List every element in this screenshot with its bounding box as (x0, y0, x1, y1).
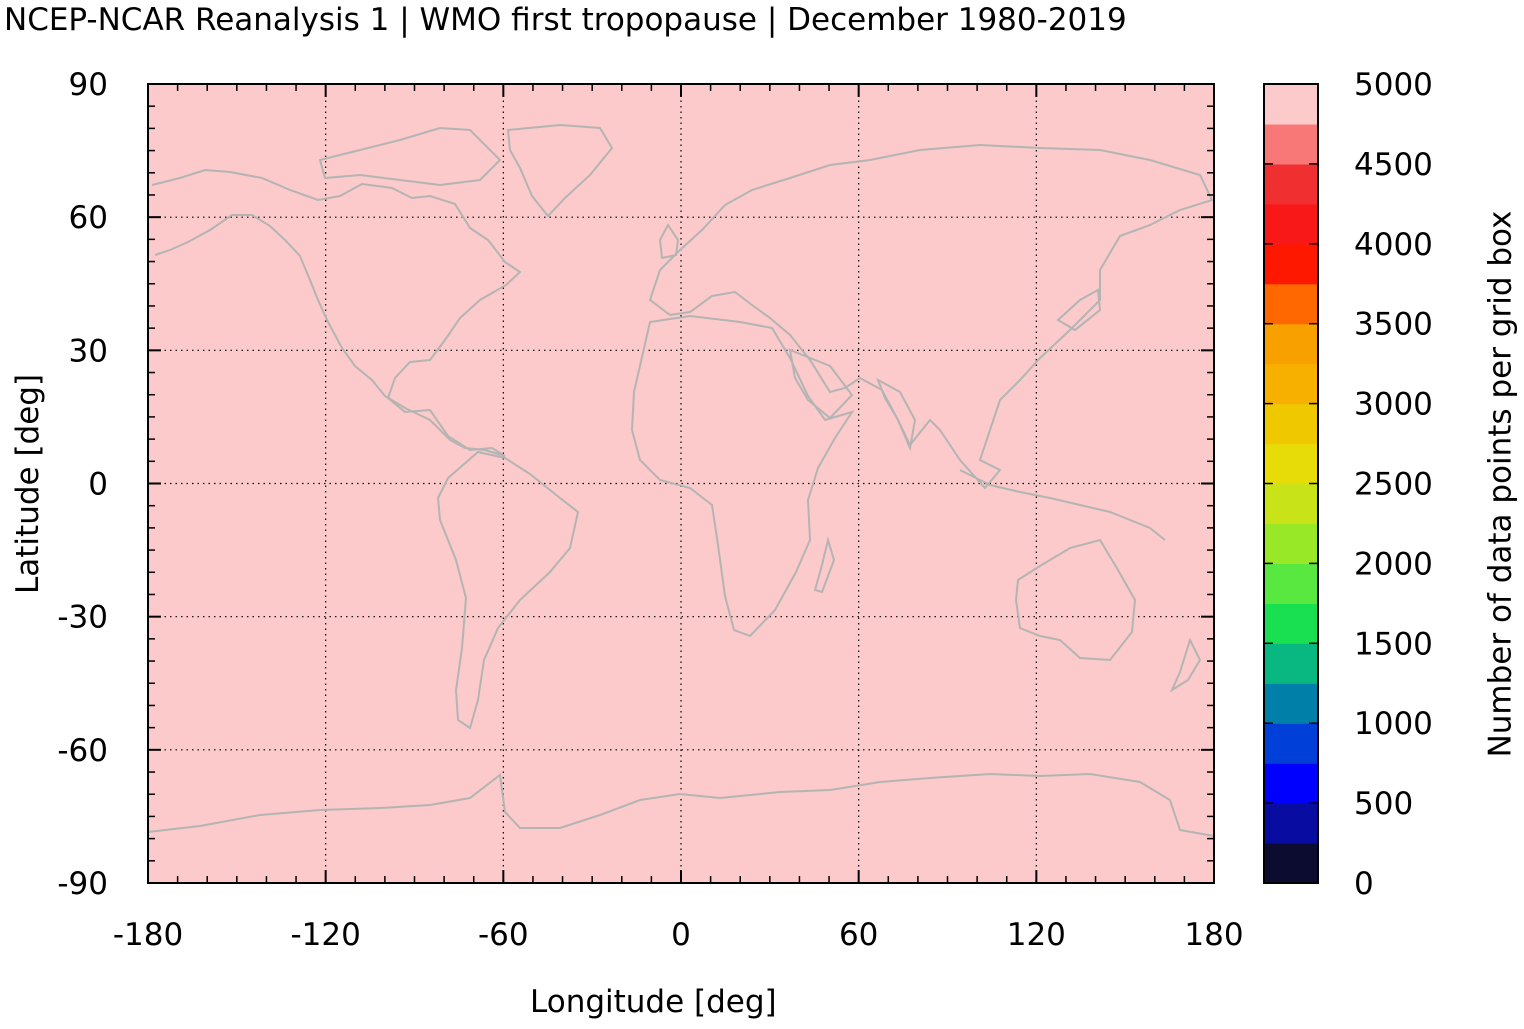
colorbar-tick-label: 3000 (1354, 387, 1433, 423)
x-tick-label: 180 (1184, 917, 1243, 953)
colorbar-tick-label: 1000 (1354, 706, 1433, 742)
coast-japan (1056, 288, 1102, 332)
colorbar-segment (1264, 243, 1318, 285)
colorbar-segment (1264, 523, 1318, 564)
coast-greenland (506, 123, 614, 218)
coastlines (147, 123, 1215, 837)
axis-tick-labels: -180 -120 -60 0 60 120 180 90 60 30 0 -30 -60 -90 (57, 67, 1243, 953)
colorbar-tick-label: 500 (1354, 786, 1413, 822)
y-tick-label: 0 (88, 467, 108, 503)
colorbar-segment (1264, 283, 1318, 325)
colorbar-segment (1264, 363, 1318, 405)
coast-eurasia (648, 143, 1214, 490)
x-tick-label: -180 (113, 917, 183, 953)
coast-india (876, 377, 917, 452)
y-tick-label: 60 (69, 200, 108, 236)
axis-ticks (147, 83, 1215, 884)
colorbar-segment (1264, 843, 1318, 884)
y-tick-label: -60 (57, 733, 108, 769)
colorbar-segment (1264, 723, 1318, 764)
colorbar-segment (1264, 163, 1318, 205)
colorbar-segment (1264, 84, 1318, 125)
coast-british-isles (658, 223, 680, 260)
gridlines (148, 84, 1214, 883)
coast-antarctica (147, 772, 1215, 837)
colorbar-tick-label: 4500 (1354, 147, 1433, 183)
coast-arabia (788, 348, 854, 420)
colorbar-segment (1264, 563, 1318, 604)
chart-title: NCEP-NCAR Reanalysis 1 | WMO first tropo… (4, 2, 1127, 38)
y-tick-label: 90 (69, 67, 108, 103)
colorbar-tick-label: 2000 (1354, 546, 1433, 582)
coast-australia (1014, 538, 1137, 662)
x-tick-label: 60 (839, 917, 878, 953)
colorbar-tick-label: 4000 (1354, 227, 1433, 263)
colorbar-tick-label: 0 (1354, 866, 1374, 902)
colorbar-tick-label: 2500 (1354, 467, 1433, 503)
x-axis-label: Longitude [deg] (530, 984, 777, 1020)
colorbar-segment (1264, 643, 1318, 684)
colorbar-segment (1264, 683, 1318, 724)
colorbar-segment (1264, 323, 1318, 365)
colorbar-tick-label: 1500 (1354, 626, 1433, 662)
coast-arctic-islands (318, 126, 502, 187)
colorbar-segment (1264, 403, 1318, 445)
x-tick-label: 0 (671, 917, 691, 953)
y-axis-label: Latitude [deg] (10, 373, 46, 594)
colorbar-segment (1264, 763, 1318, 804)
colorbar-tick-label: 5000 (1354, 67, 1433, 103)
x-tick-label: -120 (290, 917, 360, 953)
colorbar-segment (1264, 123, 1318, 165)
coast-southeast-asia (959, 469, 1166, 541)
y-tick-label: -30 (57, 600, 108, 636)
coast-new-zealand (1169, 637, 1202, 693)
coast-north-america (151, 168, 522, 457)
colorbar-segment (1264, 803, 1318, 844)
colorbar-label: Number of data points per grid box (1481, 210, 1518, 757)
x-tick-label: -60 (478, 917, 529, 953)
colorbar-tick-label: 3500 (1354, 307, 1433, 343)
coast-madagascar (813, 536, 836, 594)
colorbar (1263, 83, 1319, 884)
coast-south-america (436, 450, 580, 730)
x-tick-label: 120 (1007, 917, 1066, 953)
colorbar-segment (1264, 603, 1318, 644)
colorbar-segment (1264, 203, 1318, 245)
y-tick-label: 30 (69, 333, 108, 369)
colorbar-segment (1264, 443, 1318, 485)
y-tick-label: -90 (57, 866, 108, 902)
colorbar-segment (1264, 483, 1318, 525)
coast-africa (630, 314, 855, 638)
